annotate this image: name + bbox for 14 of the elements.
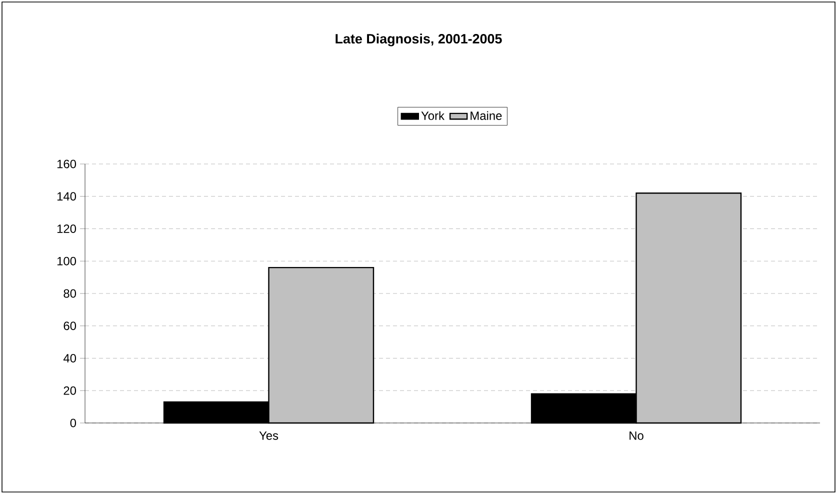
- y-tick-label: 120: [57, 224, 76, 233]
- x-tick-label: No: [630, 432, 644, 440]
- chart-title: Late Diagnosis, 2001-2005: [336, 34, 502, 46]
- y-tick-label: 80: [64, 289, 76, 298]
- y-tick-label: 100: [57, 256, 76, 266]
- y-tick-label: 60: [64, 322, 76, 330]
- legend-label: York: [421, 111, 445, 120]
- legend-label: Maine: [470, 111, 502, 120]
- y-tick-label: 0: [70, 418, 76, 428]
- x-tick-label: Yes: [259, 432, 278, 440]
- y-tick-label: 20: [64, 386, 76, 395]
- y-tick-label: 160: [57, 160, 76, 168]
- y-tick-label: 140: [57, 192, 76, 201]
- y-tick-label: 40: [63, 354, 76, 362]
